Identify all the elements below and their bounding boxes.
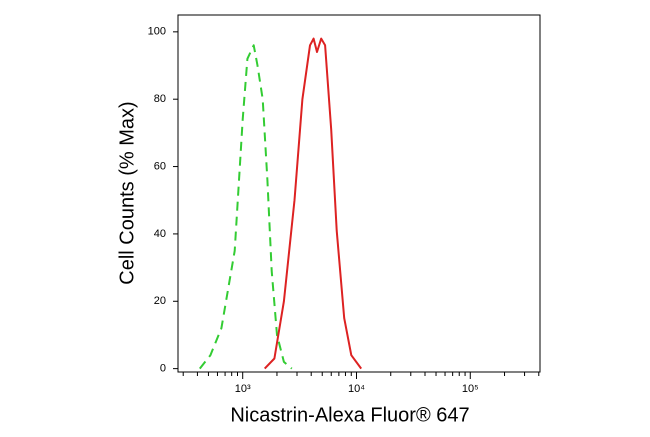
x-axis-label: Nicastrin-Alexa Fluor® 647 (230, 404, 469, 426)
y-tick-label: 60 (154, 160, 166, 172)
y-tick-label: 80 (154, 93, 166, 105)
y-tick-label: 0 (160, 363, 166, 375)
y-tick-label: 20 (154, 295, 166, 307)
y-tick-label: 100 (148, 26, 166, 38)
y-tick-label: 40 (154, 228, 166, 240)
y-axis-label: Cell Counts (% Max) (116, 101, 138, 284)
histogram-line (263, 37, 363, 370)
histogram-line (199, 44, 293, 370)
plot-frame (177, 14, 541, 373)
x-tick-label: 10³ (235, 383, 251, 395)
x-tick-label: 10⁴ (348, 383, 365, 395)
x-tick-label: 10⁵ (462, 383, 479, 395)
